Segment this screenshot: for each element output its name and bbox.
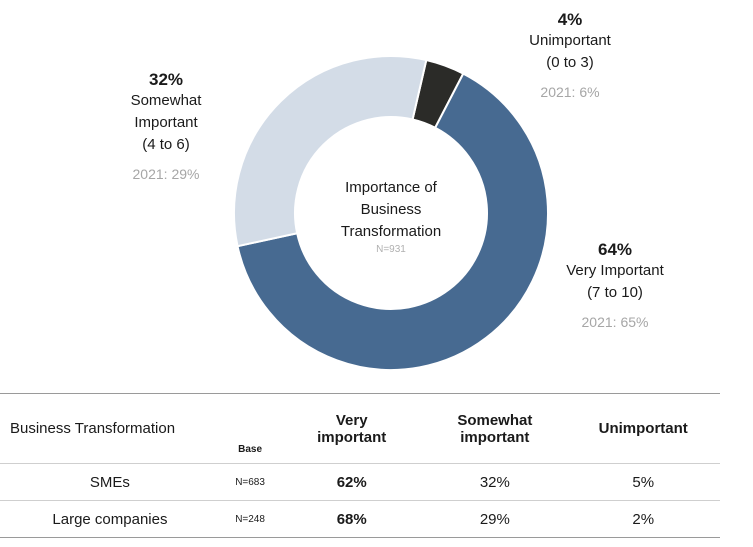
slice-very bbox=[236, 72, 549, 371]
header-somewhat-important: Somewhat important bbox=[423, 393, 567, 464]
label-somewhat-prev: 2021: 29% bbox=[132, 166, 200, 182]
row-very: 62% bbox=[280, 463, 424, 501]
label-somewhat-pct: 32% bbox=[148, 70, 184, 89]
label-very: 64% Very Important (7 to 10) 2021: 65% bbox=[540, 240, 690, 332]
center-title-line-3: Transformation bbox=[340, 223, 442, 240]
label-very-pct: 64% bbox=[597, 240, 633, 259]
row-unimportant: 5% bbox=[566, 463, 720, 501]
donut-chart bbox=[233, 55, 549, 371]
row-base: N=683 bbox=[219, 463, 281, 501]
label-unimportant-cat-1: Unimportant bbox=[529, 32, 611, 49]
row-unimportant: 2% bbox=[566, 500, 720, 538]
center-title-line-2: Business bbox=[360, 201, 422, 218]
donut-center-label: Importance of Business Transformation N=… bbox=[291, 177, 491, 257]
row-base: N=248 bbox=[219, 500, 281, 538]
header-business-transformation: Business Transformation bbox=[0, 393, 220, 464]
row-somewhat: 32% bbox=[423, 463, 567, 501]
label-very-cat-1: Very Important bbox=[566, 262, 664, 279]
table-row: SMEs N=683 62% 32% 5% bbox=[0, 463, 720, 501]
center-n: N=931 bbox=[376, 244, 406, 255]
row-label: Large companies bbox=[0, 500, 220, 538]
label-somewhat: 32% Somewhat Important (4 to 6) 2021: 29… bbox=[96, 70, 236, 184]
label-very-cat-2: (7 to 10) bbox=[587, 284, 643, 301]
slice-somewhat bbox=[233, 55, 428, 248]
table-row: Large companies N=248 68% 29% 2% bbox=[0, 500, 720, 538]
header-very-important: Very important bbox=[280, 393, 424, 464]
label-unimportant-prev: 2021: 6% bbox=[540, 84, 600, 100]
row-somewhat: 29% bbox=[423, 500, 567, 538]
label-very-prev: 2021: 65% bbox=[581, 314, 649, 330]
label-unimportant: 4% Unimportant (0 to 3) 2021: 6% bbox=[500, 10, 640, 102]
label-unimportant-cat-2: (0 to 3) bbox=[546, 54, 594, 71]
row-very: 68% bbox=[280, 500, 424, 538]
row-label: SMEs bbox=[0, 463, 220, 501]
label-unimportant-pct: 4% bbox=[557, 10, 583, 29]
label-somewhat-cat-1: Somewhat bbox=[130, 92, 202, 109]
label-somewhat-cat-3: (4 to 6) bbox=[142, 136, 190, 153]
center-title-line-1: Importance of bbox=[345, 179, 437, 196]
header-base: Base bbox=[219, 393, 281, 464]
header-unimportant: Unimportant bbox=[566, 393, 720, 464]
label-somewhat-cat-2: Important bbox=[134, 114, 198, 131]
table-header-row: Business Transformation Base Very importa… bbox=[0, 393, 720, 464]
breakdown-table: Business Transformation Base Very importa… bbox=[0, 393, 720, 538]
